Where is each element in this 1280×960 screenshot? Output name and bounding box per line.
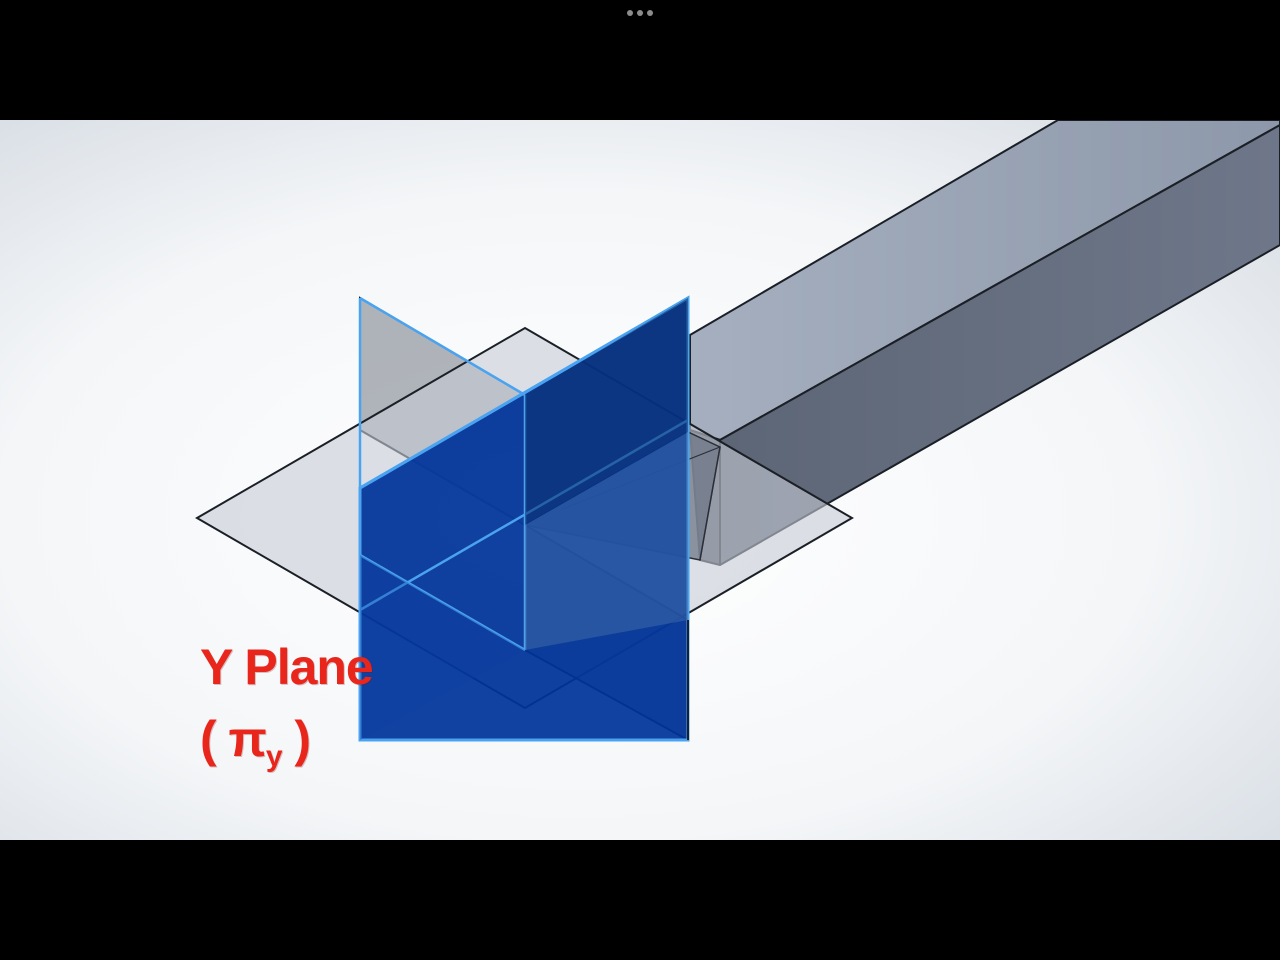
pi-symbol: π [228,711,267,767]
reference-planes-diagram [0,120,1280,840]
close-paren: ) [281,711,311,767]
bottom-letterbox-bar [0,840,1280,960]
x-plane-edge [359,296,526,397]
chamfer-edge [699,446,721,561]
y-plane-title: Y Plane [200,639,374,695]
y-plane-symbol: ( πy ) [200,709,373,777]
y-plane-see-through-region [525,432,688,650]
dot-icon [627,10,633,16]
top-letterbox-bar [0,0,1280,120]
y-plane-label: Y Plane ( πy ) [200,637,374,777]
open-paren: ( [200,711,229,767]
dot-icon [647,10,653,16]
video-frame: Y Plane ( πy ) [0,120,1280,840]
y-plane-see-through-region [525,298,688,525]
plane-intersection-line [359,553,526,652]
y-plane-see-through-region [360,555,525,740]
subscript-y: y [265,740,283,773]
dot-icon [637,10,643,16]
more-options-icon[interactable] [624,8,656,18]
